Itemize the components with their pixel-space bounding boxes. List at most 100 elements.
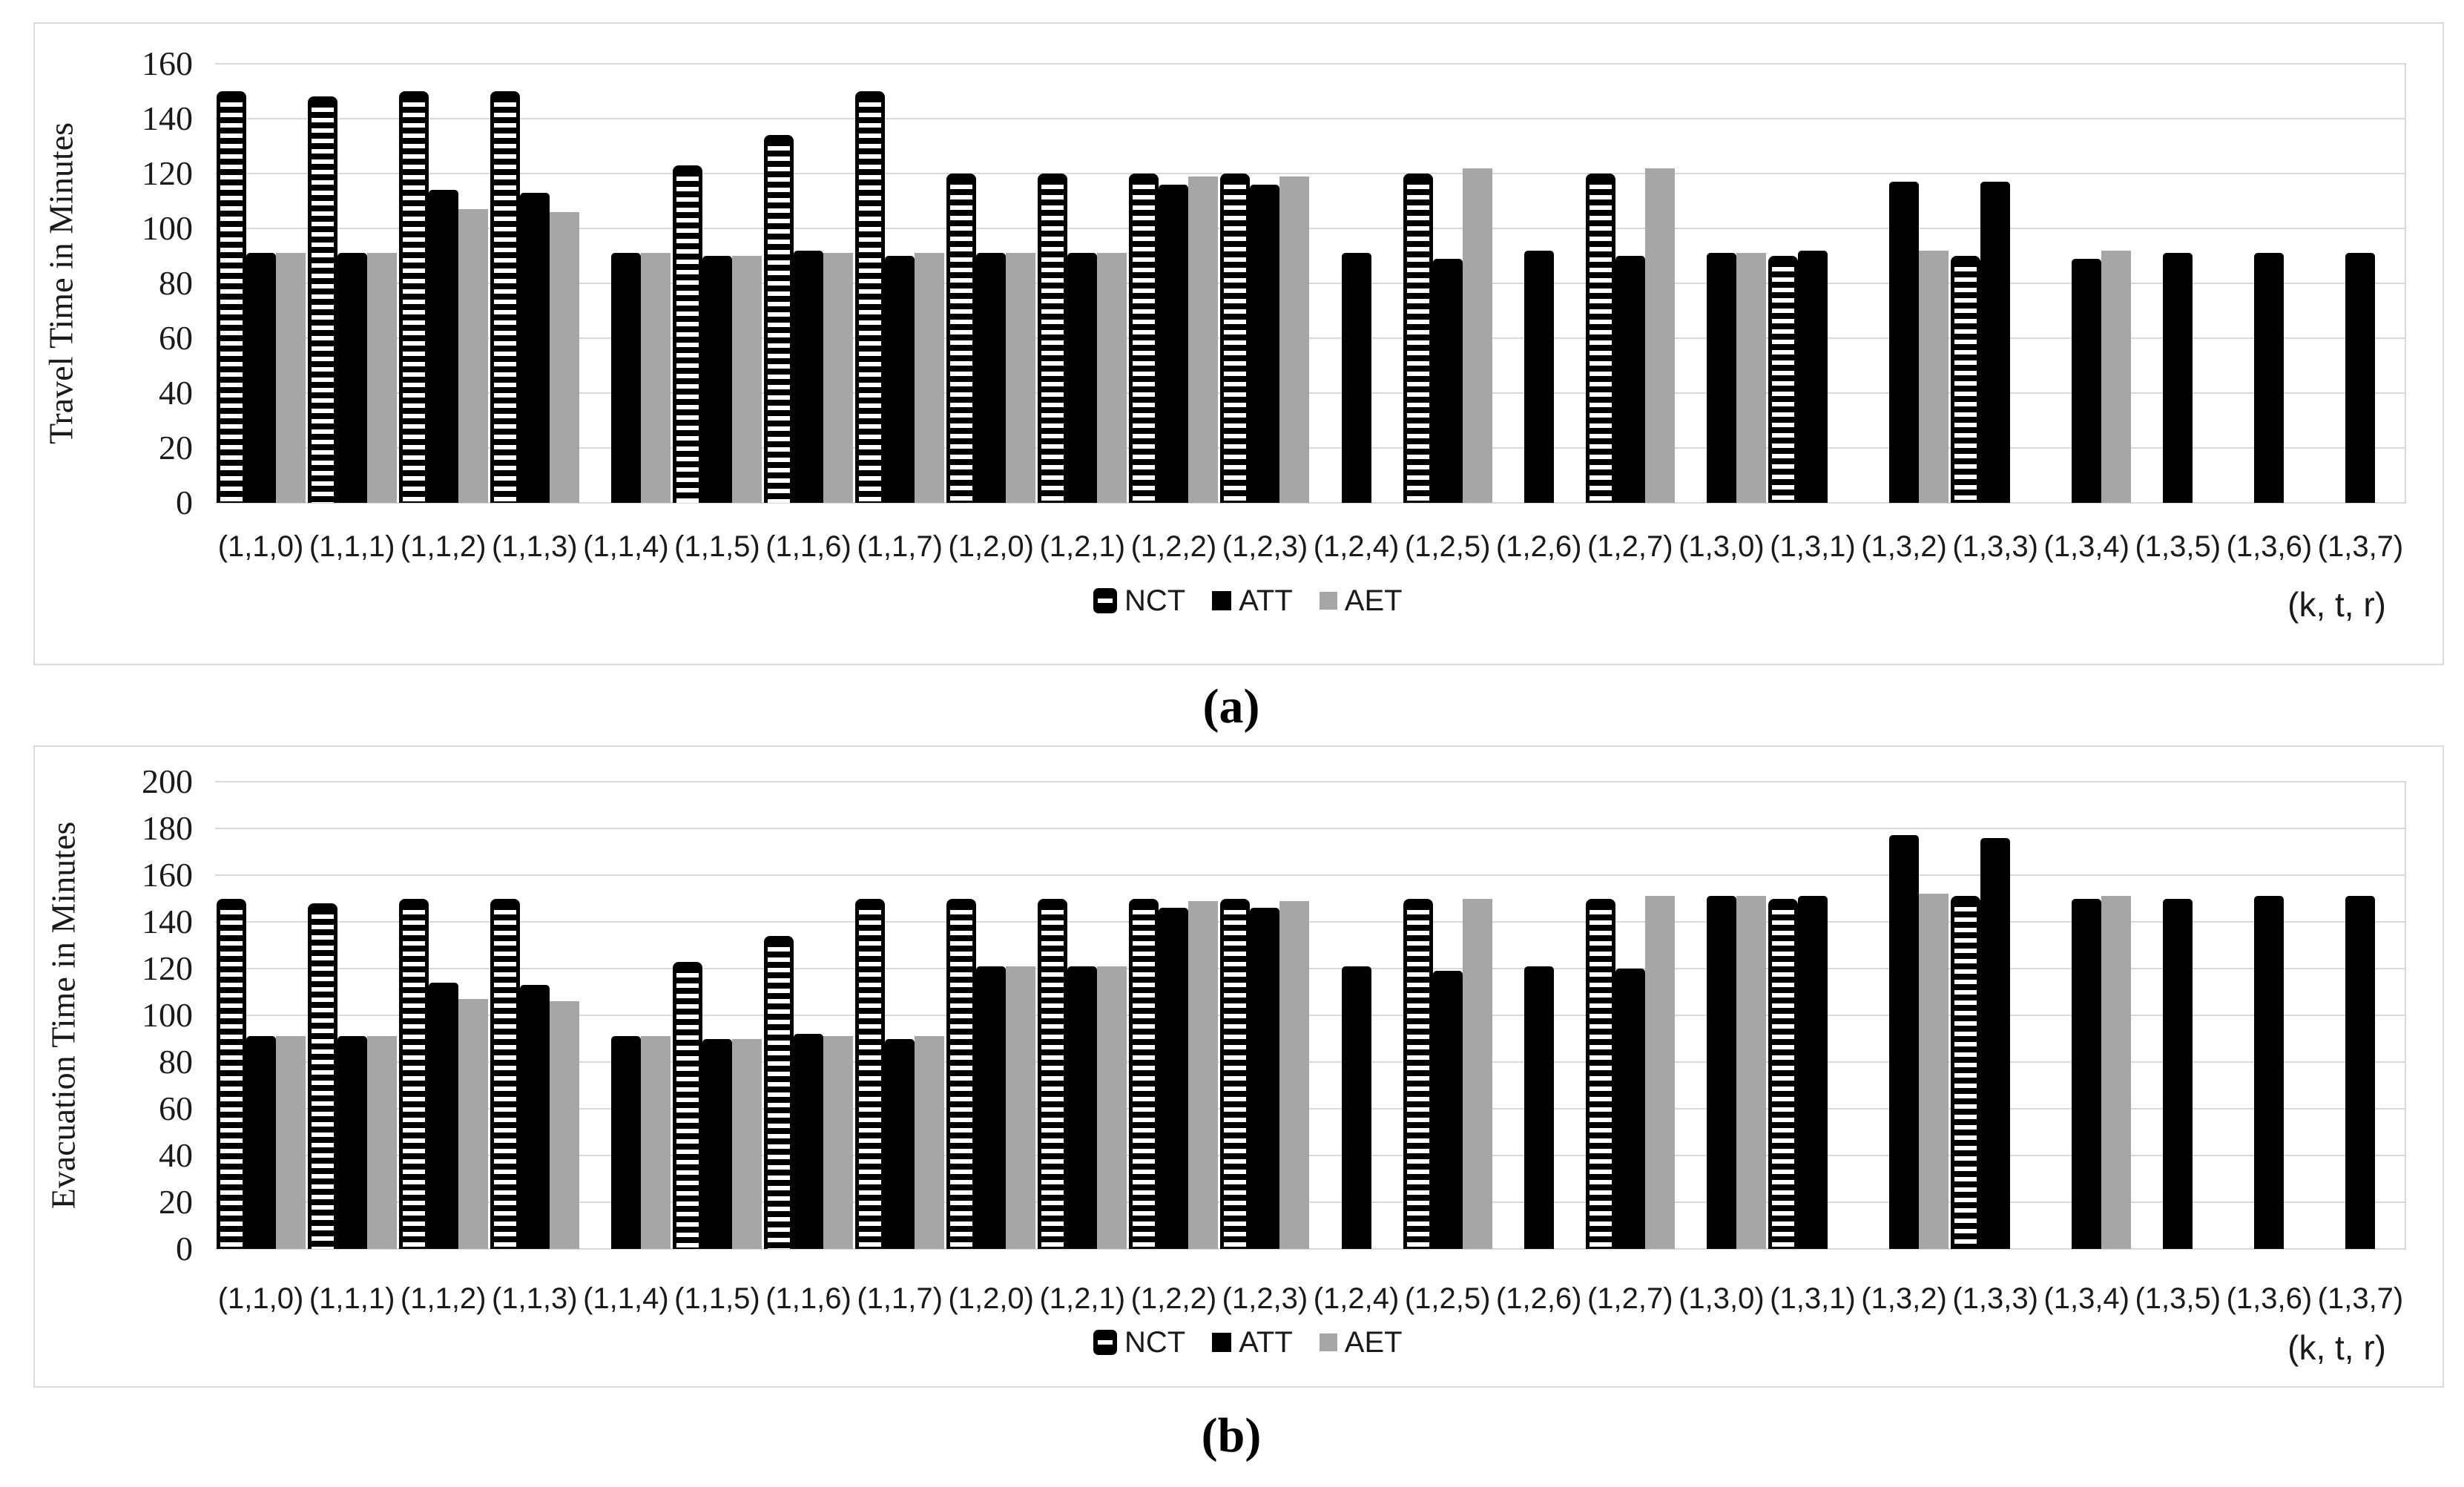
bar-b-att-(1,1,2) bbox=[428, 982, 458, 1249]
bar-b-att-(1,2,0) bbox=[976, 966, 1007, 1249]
gridline bbox=[215, 781, 2406, 782]
legend-item-aet: AET bbox=[1319, 1326, 1403, 1359]
y-axis-tick-label: 160 bbox=[142, 44, 193, 82]
gridline bbox=[215, 447, 2406, 449]
bar-b-nct-(1,2,1) bbox=[1038, 898, 1068, 1249]
x-axis-tick-label: (1,1,2) bbox=[400, 530, 487, 563]
bar-b-aet-(1,3,2) bbox=[1919, 894, 1949, 1249]
bar-a-att-(1,2,2) bbox=[1159, 184, 1189, 503]
x-axis-tick-label: (1,1,4) bbox=[583, 1282, 669, 1315]
x-axis-tick-label: (1,3,0) bbox=[1679, 1282, 1765, 1315]
bar-b-att-(1,2,4) bbox=[1341, 966, 1371, 1249]
bar-a-aet-(1,1,4) bbox=[640, 253, 671, 503]
bar-a-att-(1,1,1) bbox=[337, 253, 367, 503]
x-axis-tick-label: (1,1,7) bbox=[857, 1282, 943, 1315]
bar-a-nct-(1,2,0) bbox=[946, 174, 977, 503]
bar-b-nct-(1,1,7) bbox=[855, 898, 886, 1249]
y-axis-tick-label: 20 bbox=[159, 429, 193, 466]
nct-swatch-icon bbox=[1093, 1330, 1117, 1355]
x-axis-tick-label: (1,3,3) bbox=[1952, 1282, 2038, 1315]
aet-swatch-icon bbox=[1319, 592, 1337, 610]
legend: NCT ATT AET bbox=[1093, 586, 1403, 616]
bar-b-att-(1,1,1) bbox=[337, 1036, 367, 1249]
bar-a-nct-(1,1,1) bbox=[307, 96, 337, 503]
bar-a-nct-(1,2,3) bbox=[1220, 174, 1251, 503]
bar-b-nct-(1,2,0) bbox=[946, 898, 977, 1249]
bar-b-att-(1,2,5) bbox=[1432, 971, 1463, 1249]
bar-a-aet-(1,1,1) bbox=[366, 253, 397, 503]
legend-item-att: ATT bbox=[1212, 586, 1293, 616]
bar-a-aet-(1,2,1) bbox=[1097, 253, 1127, 503]
bar-a-aet-(1,2,3) bbox=[1279, 176, 1310, 503]
bar-a-aet-(1,1,3) bbox=[549, 211, 579, 503]
bar-b-att-(1,2,6) bbox=[1523, 966, 1554, 1249]
x-axis-tick-label: (1,2,1) bbox=[1039, 530, 1126, 563]
bar-a-att-(1,2,0) bbox=[976, 253, 1007, 503]
bar-a-nct-(1,1,0) bbox=[216, 91, 246, 503]
x-axis-tick-label: (1,2,5) bbox=[1404, 1282, 1491, 1315]
bar-a-att-(1,1,4) bbox=[610, 253, 641, 503]
bar-b-nct-(1,1,2) bbox=[398, 898, 429, 1249]
bar-b-att-(1,3,3) bbox=[1980, 837, 2011, 1249]
bar-b-nct-(1,1,1) bbox=[307, 903, 337, 1249]
chart-a-caption: (a) bbox=[1202, 679, 1260, 733]
bar-b-nct-(1,3,3) bbox=[1951, 896, 1981, 1249]
x-axis-tick-label: (1,3,1) bbox=[1770, 1282, 1856, 1315]
bar-a-att-(1,1,2) bbox=[428, 190, 458, 503]
bar-a-att-(1,2,4) bbox=[1341, 253, 1371, 503]
bar-b-aet-(1,3,0) bbox=[1736, 896, 1766, 1249]
y-axis-tick-label: 200 bbox=[142, 762, 193, 800]
bar-a-att-(1,3,7) bbox=[2345, 253, 2376, 503]
x-axis-tick-label: (1,2,4) bbox=[1313, 530, 1400, 563]
bar-b-aet-(1,1,4) bbox=[640, 1036, 671, 1249]
bar-b-att-(1,1,6) bbox=[794, 1034, 824, 1249]
legend-item-aet: AET bbox=[1319, 586, 1403, 616]
bar-b-aet-(1,2,7) bbox=[1644, 896, 1675, 1249]
att-swatch-icon bbox=[1212, 1333, 1232, 1352]
x-axis-tick-label: (1,3,7) bbox=[2317, 1282, 2404, 1315]
bar-b-aet-(1,2,5) bbox=[1462, 898, 1492, 1249]
gridline bbox=[215, 1201, 2406, 1203]
bar-a-att-(1,3,3) bbox=[1980, 182, 2011, 503]
x-axis-tick-label: (1,1,6) bbox=[765, 1282, 851, 1315]
bar-a-att-(1,1,6) bbox=[794, 250, 824, 503]
bar-a-aet-(1,3,2) bbox=[1919, 250, 1949, 503]
bar-a-nct-(1,3,1) bbox=[1768, 256, 1798, 503]
y-axis-tick-label: 60 bbox=[159, 319, 193, 357]
x-axis-tick-label: (1,3,2) bbox=[1861, 530, 1947, 563]
x-axis-tick-label: (1,3,5) bbox=[2135, 1282, 2221, 1315]
bar-b-aet-(1,1,7) bbox=[915, 1036, 945, 1249]
gridline bbox=[215, 828, 2406, 829]
y-axis-tick-label: 160 bbox=[142, 856, 193, 894]
bar-a-aet-(1,1,2) bbox=[458, 209, 488, 503]
chart-b-caption: (b) bbox=[1201, 1408, 1262, 1463]
x-axis-tick-label: (1,3,3) bbox=[1952, 530, 2038, 563]
y-axis-tick-label: 120 bbox=[142, 154, 193, 192]
legend-label: AET bbox=[1344, 1326, 1403, 1359]
x-axis-tick-label: (1,3,7) bbox=[2317, 530, 2404, 563]
bar-b-aet-(1,2,2) bbox=[1188, 900, 1219, 1249]
x-axis-tick-label: (1,2,0) bbox=[948, 530, 1034, 563]
gridline bbox=[215, 1061, 2406, 1063]
y-axis-tick-label: 180 bbox=[142, 809, 193, 847]
x-axis-tick-label: (1,3,4) bbox=[2043, 1282, 2129, 1315]
y-axis-tick-label: 100 bbox=[142, 996, 193, 1034]
bar-b-att-(1,1,3) bbox=[519, 985, 550, 1249]
bar-b-aet-(1,2,1) bbox=[1097, 966, 1127, 1249]
gridline bbox=[215, 874, 2406, 876]
x-axis-tick-label: (1,1,1) bbox=[309, 530, 395, 563]
legend: NCT ATT AET bbox=[1093, 1328, 1403, 1357]
bar-a-att-(1,3,2) bbox=[1889, 182, 1920, 503]
x-axis-tick-label: (1,3,0) bbox=[1679, 530, 1765, 563]
bar-b-aet-(1,1,3) bbox=[549, 1001, 579, 1249]
x-axis-tick-label: (1,1,7) bbox=[857, 530, 943, 563]
bar-b-att-(1,1,4) bbox=[610, 1036, 641, 1249]
bar-a-aet-(1,3,0) bbox=[1736, 253, 1766, 503]
bar-b-nct-(1,1,6) bbox=[764, 935, 794, 1249]
gridline bbox=[215, 1015, 2406, 1016]
bar-b-nct-(1,2,7) bbox=[1585, 898, 1615, 1249]
bar-b-att-(1,3,7) bbox=[2345, 896, 2376, 1249]
legend-label: NCT bbox=[1124, 584, 1186, 617]
legend-label: ATT bbox=[1239, 584, 1293, 617]
bar-b-att-(1,2,2) bbox=[1159, 908, 1189, 1249]
